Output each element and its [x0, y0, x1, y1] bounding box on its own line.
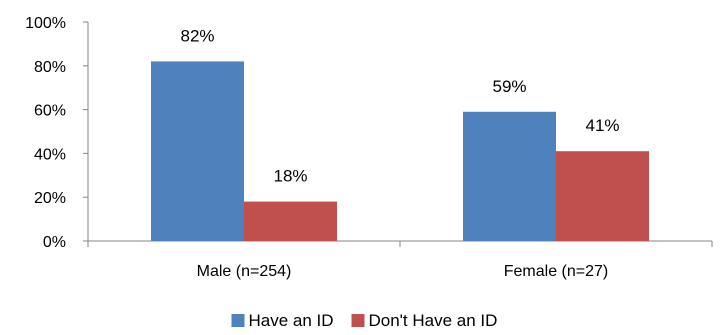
category-labels: Male (n=254) Female (n=27): [197, 263, 609, 280]
data-label: 59%: [492, 77, 526, 96]
bar: [556, 151, 649, 241]
bar: [244, 201, 337, 241]
data-label: 41%: [585, 116, 619, 135]
y-tick-label: 80%: [34, 59, 66, 76]
legend-swatch: [351, 314, 365, 327]
y-tick-label: 100%: [25, 15, 66, 32]
data-labels: 82% 18% 59% 41%: [180, 26, 619, 185]
y-tick-label: 40%: [34, 146, 66, 163]
y-tick-label: 0%: [43, 234, 66, 251]
bar: [463, 111, 556, 241]
y-axis-ticks: 0% 20% 40% 60% 80% 100%: [25, 15, 88, 251]
bars: [151, 61, 649, 241]
data-label: 82%: [180, 26, 214, 45]
x-category-label: Male (n=254): [197, 263, 292, 280]
data-label: 18%: [273, 167, 307, 186]
legend-label: Have an ID: [249, 311, 334, 330]
legend: Have an ID Don't Have an ID: [231, 311, 498, 330]
bar: [151, 61, 244, 241]
x-category-label: Female (n=27): [504, 263, 609, 280]
legend-swatch: [231, 314, 245, 327]
legend-label: Don't Have an ID: [369, 311, 498, 330]
y-tick-label: 20%: [34, 190, 66, 207]
y-tick-label: 60%: [34, 103, 66, 120]
